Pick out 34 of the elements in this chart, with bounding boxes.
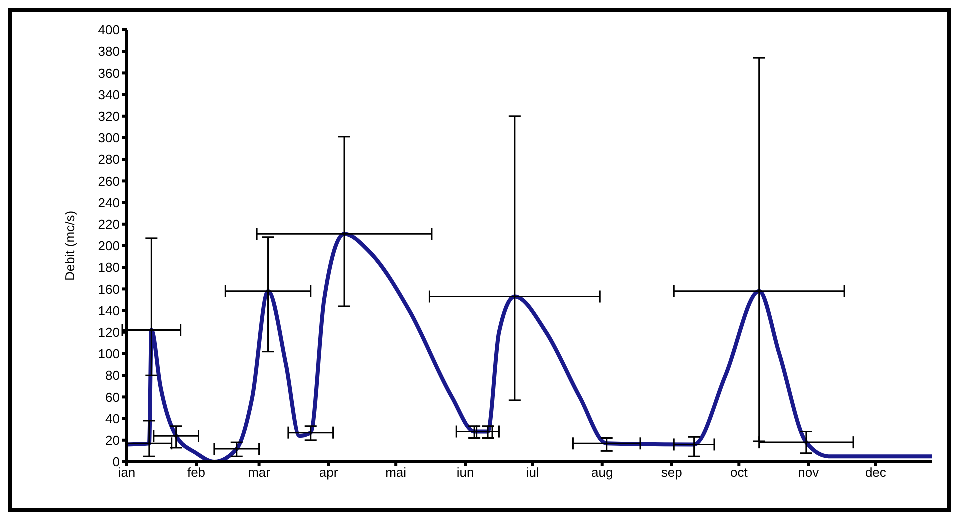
y-tick-label: 180 bbox=[98, 260, 120, 276]
y-tick-label: 200 bbox=[98, 238, 120, 254]
x-tick-label: ian bbox=[118, 465, 136, 480]
y-tick-label: 400 bbox=[98, 22, 120, 38]
y-tick-label: 120 bbox=[98, 325, 120, 340]
y-tick-label: 60 bbox=[106, 390, 120, 405]
x-tick-label: feb bbox=[187, 465, 206, 480]
y-tick-label: 300 bbox=[98, 130, 120, 146]
y-axis-title: Debit (mc/s) bbox=[62, 210, 78, 282]
y-tick-label: 280 bbox=[98, 152, 120, 168]
y-tick-label: 40 bbox=[106, 411, 120, 426]
x-tick-label: oct bbox=[730, 465, 748, 480]
y-tick-label: 260 bbox=[98, 174, 120, 189]
y-tick-label: 140 bbox=[98, 303, 120, 318]
x-tick-label: aug bbox=[592, 465, 614, 480]
x-tick-label: iun bbox=[456, 465, 474, 480]
x-tick-label: dec bbox=[865, 465, 887, 480]
y-tick-label: 380 bbox=[98, 44, 120, 60]
x-tick-label: mar bbox=[248, 465, 272, 480]
y-tick-label: 240 bbox=[98, 195, 120, 210]
y-tick-label: 80 bbox=[106, 368, 120, 384]
y-tick-label: 160 bbox=[98, 282, 120, 297]
y-tick-label: 340 bbox=[98, 87, 120, 102]
y-tick-label: 0 bbox=[112, 454, 120, 470]
x-tick-label: iul bbox=[526, 465, 540, 480]
x-tick-label: apr bbox=[319, 465, 339, 480]
y-tick-label: 20 bbox=[106, 433, 120, 448]
y-tick-label: 220 bbox=[98, 217, 120, 232]
x-tick-label: nov bbox=[798, 465, 820, 480]
x-tick-label: sep bbox=[661, 465, 682, 480]
y-tick-label: 320 bbox=[98, 109, 120, 124]
x-tick-label: mai bbox=[386, 465, 407, 480]
y-tick-label: 100 bbox=[98, 346, 120, 362]
y-tick-label: 360 bbox=[98, 66, 120, 81]
